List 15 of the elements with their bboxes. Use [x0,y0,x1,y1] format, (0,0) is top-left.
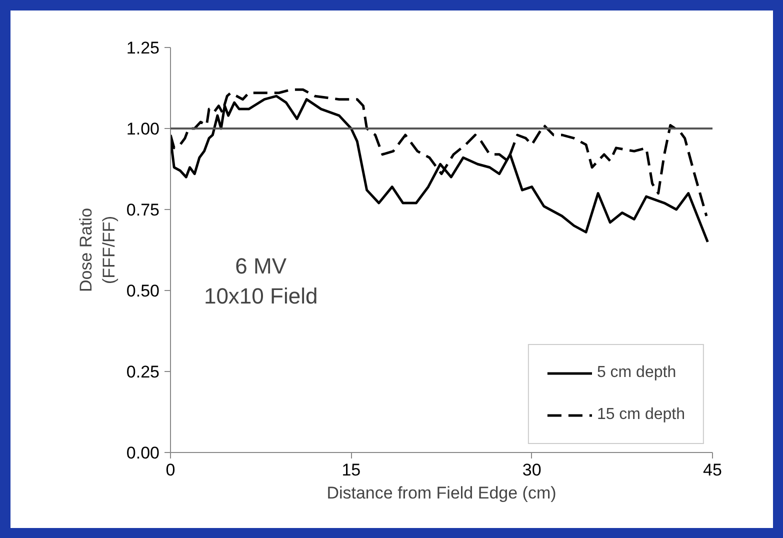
x-tick-label: 15 [342,460,361,480]
annotation: 6 MV 10x10 Field [204,253,318,308]
y-axis-title: Dose Ratio (FFF/FF) [76,208,118,292]
y-tick-label: 0.75 [126,200,160,220]
legend-label: 15 cm depth [596,406,685,424]
x-tick-label: 30 [522,460,542,480]
y-tick-label: 0.00 [126,444,160,462]
y-tick-label: 0.25 [126,362,160,382]
x-tick-label: 45 [703,460,722,480]
y-tick-label: 0.50 [126,282,160,300]
x-axis-title: Distance from Field Edge (cm) [326,484,556,502]
y-tick-label: 1.25 [126,38,160,58]
y-tick-label: 1.00 [126,120,160,138]
legend-label: 5 cm depth [596,364,676,382]
x-tick-label: 0 [166,460,176,480]
